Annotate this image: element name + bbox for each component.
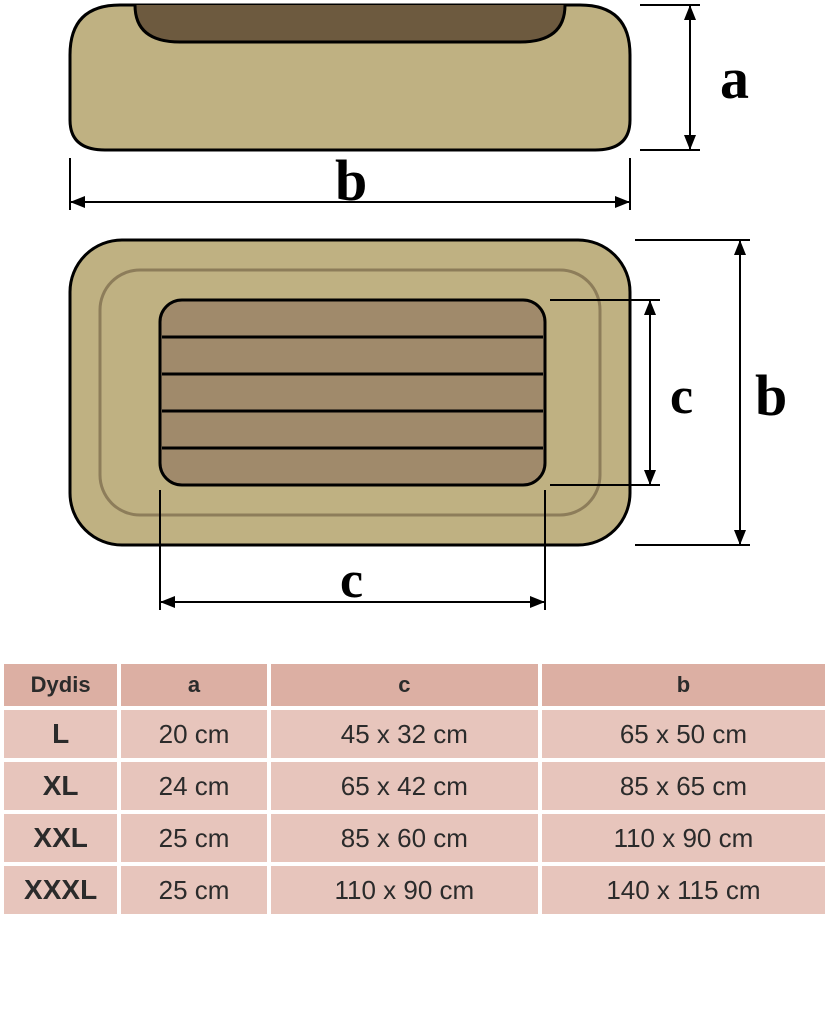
size-cell: XXXL	[4, 866, 117, 914]
dim-cell: 25 cm	[121, 866, 267, 914]
col-header-b: b	[542, 664, 825, 706]
label-c-side: c	[670, 368, 693, 425]
col-header-size: Dydis	[4, 664, 117, 706]
col-header-a: a	[121, 664, 267, 706]
table-row: XXXL25 cm110 x 90 cm140 x 115 cm	[4, 866, 825, 914]
dim-cell: 25 cm	[121, 814, 267, 862]
size-cell: L	[4, 710, 117, 758]
table-row: XL24 cm65 x 42 cm85 x 65 cm	[4, 762, 825, 810]
dim-cell: 140 x 115 cm	[542, 866, 825, 914]
size-cell: XXL	[4, 814, 117, 862]
top-view-group: c b c	[70, 240, 787, 610]
dim-cell: 20 cm	[121, 710, 267, 758]
table-row: L20 cm45 x 32 cm65 x 50 cm	[4, 710, 825, 758]
col-header-c: c	[271, 664, 538, 706]
dim-cell: 24 cm	[121, 762, 267, 810]
label-c-bottom: c	[340, 552, 363, 609]
label-b-side: b	[755, 363, 787, 428]
side-view-group: a b	[70, 5, 749, 213]
dimension-svg: a b c b	[0, 0, 829, 660]
product-dimension-diagram: a b c b	[0, 0, 829, 660]
label-b-top: b	[335, 148, 367, 213]
dim-cell: 85 x 65 cm	[542, 762, 825, 810]
size-table: Dydis a c b L20 cm45 x 32 cm65 x 50 cmXL…	[0, 660, 829, 918]
table-row: XXL25 cm85 x 60 cm110 x 90 cm	[4, 814, 825, 862]
dim-cell: 65 x 50 cm	[542, 710, 825, 758]
size-cell: XL	[4, 762, 117, 810]
dim-cell: 85 x 60 cm	[271, 814, 538, 862]
dim-cell: 65 x 42 cm	[271, 762, 538, 810]
dim-cell: 45 x 32 cm	[271, 710, 538, 758]
label-a: a	[720, 46, 749, 111]
dim-cell: 110 x 90 cm	[271, 866, 538, 914]
dim-cell: 110 x 90 cm	[542, 814, 825, 862]
table-header-row: Dydis a c b	[4, 664, 825, 706]
